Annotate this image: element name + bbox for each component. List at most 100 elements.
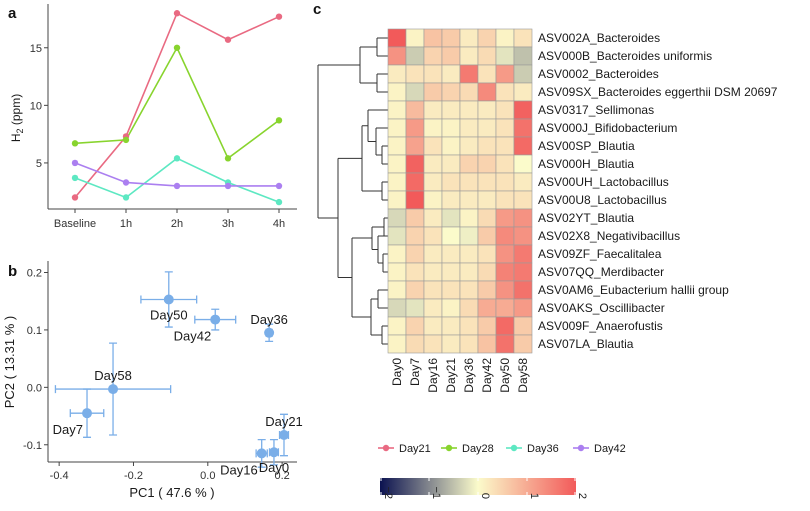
heatmap-cell	[513, 334, 533, 354]
heatmap-cell	[405, 262, 425, 282]
heatmap-cell	[423, 118, 443, 138]
heatmap-cell	[513, 208, 533, 228]
heatmap-cell	[405, 244, 425, 264]
dendro-branch	[317, 64, 360, 219]
line-chart-xtick-label: Baseline	[54, 218, 96, 230]
ylabel-unit: (ppm)	[9, 94, 23, 129]
heatmap-cell	[405, 190, 425, 210]
heatmap-cell	[387, 298, 407, 318]
heatmap-cell	[387, 172, 407, 192]
heatmap-cell	[513, 190, 533, 210]
dendro-branch	[381, 145, 388, 165]
data-point-day28	[173, 44, 181, 51]
heatmap-cell	[441, 280, 461, 300]
heatmap-cell	[405, 334, 425, 354]
data-point-day42	[224, 182, 232, 190]
heatmap-cell	[495, 244, 515, 264]
heatmap-cell	[405, 154, 425, 174]
heatmap-cell	[441, 136, 461, 156]
dendro-branch	[376, 37, 388, 57]
heatmap-cell	[495, 82, 515, 102]
pca-xtick-label: -0.2	[124, 470, 143, 482]
legend-label: Day36	[527, 443, 559, 455]
heatmap-cell	[387, 100, 407, 120]
line-chart-h2: H2 (ppm) 5 10 15 Baseline 1h 2h 3h 4h	[9, 4, 297, 230]
heatmap-cell	[513, 316, 533, 336]
heatmap-cell	[441, 298, 461, 318]
heatmap-cell	[477, 28, 497, 48]
heatmap-cell	[387, 262, 407, 282]
heatmap-cell	[441, 316, 461, 336]
heatmap-cell	[405, 172, 425, 192]
heatmap-column-label: Day16	[426, 358, 440, 393]
heatmap-color-scale: −2 −1 0 1 2	[380, 478, 588, 499]
heatmap-cell	[441, 28, 461, 48]
heatmap-column-label: Day50	[498, 358, 512, 393]
heatmap-row-label: ASV07QQ_Merdibacter	[538, 265, 664, 279]
dendro-branch	[383, 217, 388, 237]
heatmap-cell	[405, 28, 425, 48]
series-line-day28	[74, 45, 280, 160]
heatmap-cell	[423, 262, 443, 282]
heatmap-cell	[423, 46, 443, 66]
heatmap-cell	[423, 316, 443, 336]
heatmap-cell	[495, 316, 515, 336]
line-chart-xtick-label: 2h	[171, 218, 183, 230]
pca-point-label: Day7	[53, 422, 83, 437]
heatmap-cell	[387, 46, 407, 66]
heatmap-column-label: Day0	[390, 358, 404, 386]
pca-point-day16	[256, 448, 267, 459]
heatmap-row-label: ASV0AM6_Eubacterium hallii group	[538, 283, 729, 297]
pca-xlabel: PC1 ( 47.6 % )	[129, 485, 214, 500]
dendro-branch	[337, 157, 362, 278]
panel-a-label: a	[8, 5, 17, 22]
heatmap-cell	[459, 172, 479, 192]
heatmap-cell	[387, 118, 407, 138]
heatmap-column-label: Day21	[444, 358, 458, 393]
heatmap-cell	[477, 298, 497, 318]
legend-label: Day28	[462, 443, 494, 455]
heatmap-cell	[477, 334, 497, 354]
heatmap-cell	[513, 136, 533, 156]
heatmap-cell	[477, 154, 497, 174]
heatmap-cell	[423, 334, 443, 354]
data-point-day21	[275, 13, 283, 20]
heatmap-row-label: ASV000H_Blautia	[538, 157, 634, 171]
heatmap-cell	[441, 172, 461, 192]
heatmap-cell	[459, 280, 479, 300]
pca-ytick-label: -0.1	[23, 440, 42, 452]
heatmap-cell	[477, 64, 497, 84]
data-point-day42	[71, 159, 79, 167]
heatmap-cell	[513, 28, 533, 48]
dendro-branch	[367, 109, 388, 142]
data-point-day36	[71, 174, 79, 182]
heatmap-row-label: ASV07LA_Blautia	[538, 337, 634, 351]
dendro-branch	[376, 73, 388, 93]
pca-chart: PC1 ( 47.6 % ) PC2 ( 13.31 % ) -0.1 0.0 0.…	[2, 261, 303, 500]
pca-xtick-label: 0.2	[274, 470, 289, 482]
heatmap-cell	[477, 262, 497, 282]
heatmap-row-label: ASV009F_Anaerofustis	[538, 319, 663, 333]
heatmap-cell	[423, 136, 443, 156]
heatmap-cell	[495, 118, 515, 138]
heatmap-cell	[387, 136, 407, 156]
heatmap-row-label: ASV09ZF_Faecalitalea	[538, 247, 662, 261]
heatmap-cell	[495, 154, 515, 174]
legend-swatch-point-day36	[510, 444, 518, 452]
heatmap-cell	[387, 316, 407, 336]
heatmap-row-label: ASV000J_Bifidobacterium	[538, 121, 677, 135]
heatmap-cell	[513, 118, 533, 138]
heatmap-cell	[477, 82, 497, 102]
heatmap-cell	[423, 298, 443, 318]
heatmap-cell	[423, 280, 443, 300]
heatmap-cell	[405, 46, 425, 66]
heatmap-cell	[513, 172, 533, 192]
heatmap-row-label: ASV00SP_Blautia	[538, 139, 635, 153]
dendro-branch	[370, 298, 382, 336]
heatmap-cell	[387, 334, 407, 354]
data-point-day42	[173, 182, 181, 190]
heatmap-cell	[495, 280, 515, 300]
line-chart-ylabel: H2 (ppm)	[9, 94, 25, 142]
heatmap-cell	[387, 190, 407, 210]
